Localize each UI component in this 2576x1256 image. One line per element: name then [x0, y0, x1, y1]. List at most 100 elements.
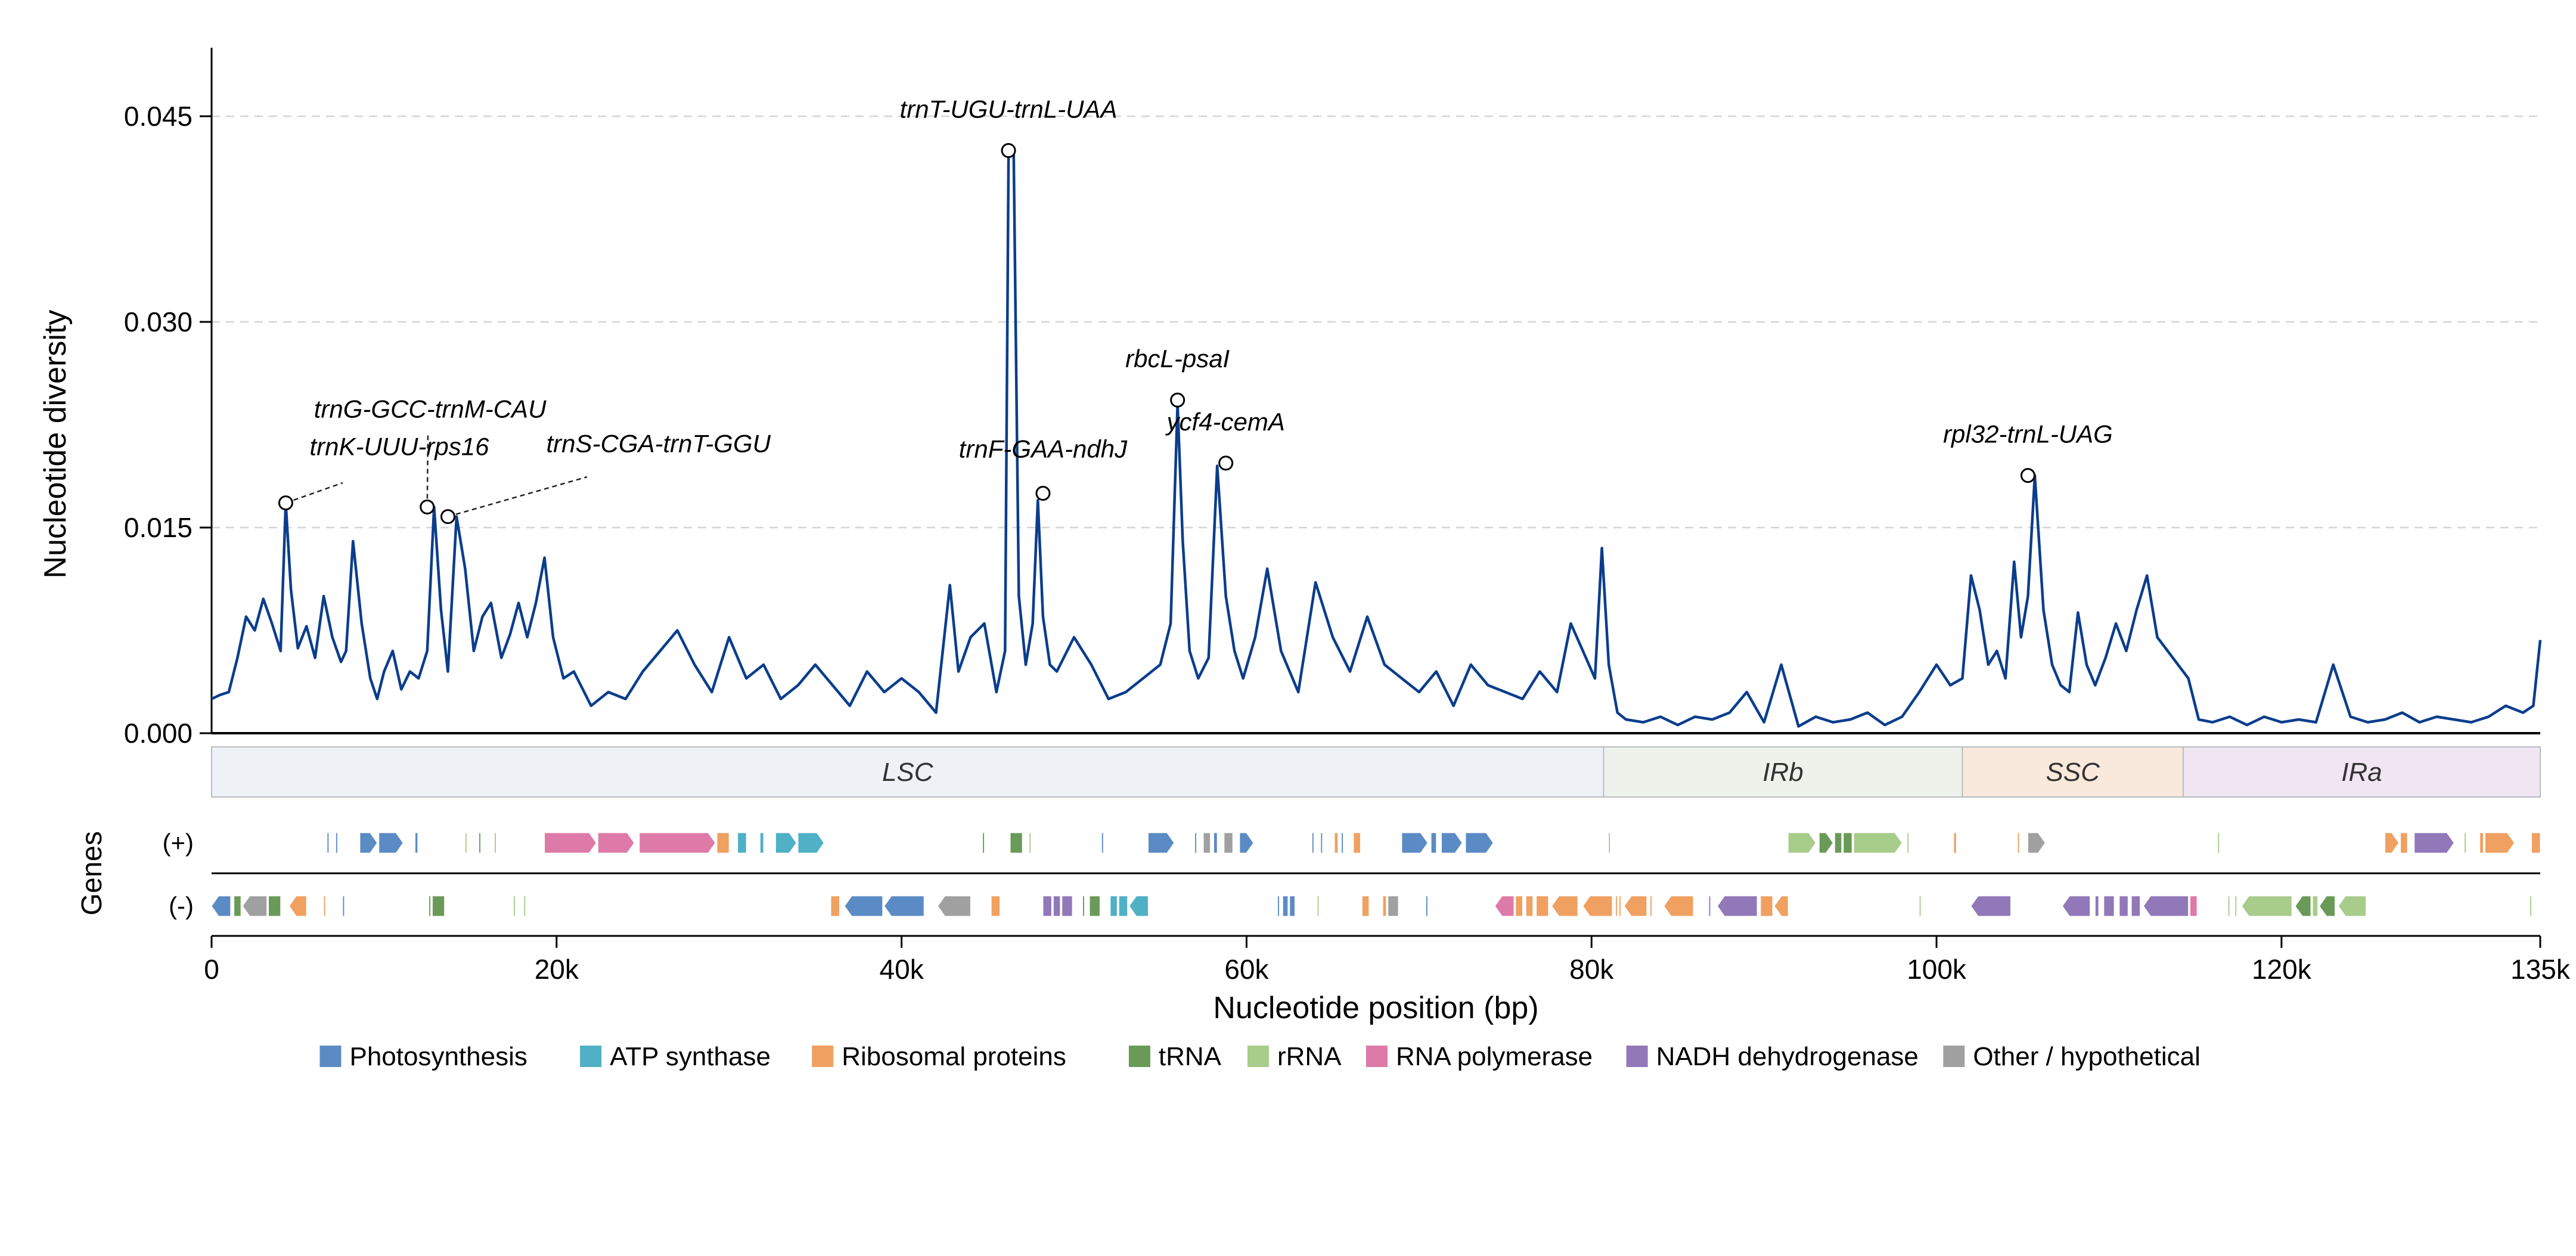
annotation-leader [448, 476, 588, 517]
gene-photosynthesis [1425, 895, 1428, 917]
peak-marker [440, 509, 455, 525]
gene-ribosomal-proteins [716, 832, 730, 854]
region-irb [1603, 746, 1963, 798]
gene-rrna [1029, 832, 1032, 854]
annotation-label: trnF-GAA-ndhJ [959, 435, 1128, 463]
gene-nadh-dehydrogenase [2062, 895, 2091, 917]
gene-photosynthesis [1239, 832, 1254, 854]
gene-photosynthesis [335, 832, 338, 854]
gene-photosynthesis [1213, 832, 1218, 854]
legend-swatch [1128, 1046, 1150, 1067]
gene-trna [2295, 895, 2311, 917]
y-tick-label: 0.030 [124, 306, 193, 337]
gene-atp-synthase [1129, 895, 1149, 917]
gene-other-hypothetical [1388, 895, 1399, 917]
strand-minus-label: (-) [169, 892, 194, 920]
gene-atp-synthase [1110, 895, 1118, 917]
legend-swatch [1247, 1046, 1269, 1067]
gene-rrna [2338, 895, 2367, 917]
gene-rrna [2234, 895, 2237, 917]
gene-trna [1089, 895, 1100, 917]
gene-ribosomal-proteins [323, 895, 326, 917]
gene-atp-synthase [1118, 895, 1128, 917]
gene-rrna [464, 832, 467, 854]
gene-nadh-dehydrogenase [2094, 895, 2099, 917]
gene-photosynthesis [1277, 895, 1280, 917]
gene-photosynthesis [844, 895, 883, 917]
peak-marker [1001, 143, 1016, 158]
gene-trna [432, 895, 445, 917]
gene-nadh-dehydrogenase [2143, 895, 2189, 917]
region-ira [2182, 746, 2541, 798]
legend-swatch [812, 1046, 834, 1067]
gene-photosynthesis [1401, 832, 1428, 854]
gene-photosynthesis [1341, 832, 1344, 854]
gene-trna [1082, 895, 1085, 917]
gene-rrna [1907, 832, 1910, 854]
x-tick-label: 100k [1907, 954, 1967, 985]
annotation-label: trnS-CGA-trnT-GGU [546, 430, 771, 458]
gene-other-hypothetical [1203, 832, 1211, 854]
annotation-leader [426, 435, 429, 507]
legend-swatch [1626, 1046, 1648, 1067]
gene-ribosomal-proteins [1353, 832, 1361, 854]
gene-ribosomal-proteins [288, 895, 307, 917]
gene-rrna [2241, 895, 2292, 917]
y-tick-label: 0.000 [124, 718, 193, 749]
gene-trna [1843, 832, 1852, 854]
x-tick-label: 135k [2510, 954, 2571, 985]
peak-marker [2020, 468, 2035, 483]
gene-ribosomal-proteins [830, 895, 840, 917]
gene-other-hypothetical [2027, 832, 2046, 854]
legend-swatch [1366, 1046, 1388, 1067]
gene-other-hypothetical [242, 895, 268, 917]
y-tick-label: 0.015 [124, 512, 193, 543]
gene-atp-synthase [775, 832, 797, 854]
strand-plus-label: (+) [163, 829, 194, 857]
annotation-label: rpl32-trnL-UAG [1943, 420, 2113, 448]
gene-trna [429, 895, 432, 917]
legend-label: RNA polymerase [1396, 1042, 1593, 1071]
gene-nadh-dehydrogenase [1042, 895, 1052, 917]
gene-rrna [513, 895, 516, 917]
gene-rrna [1317, 895, 1320, 917]
x-ticks: 0 20k 40k 60k 80k 100k 120k 135k [204, 936, 2571, 985]
gene-ribosomal-proteins [2479, 832, 2484, 854]
gene-rna-polymerase [544, 832, 597, 854]
gene-photosynthesis [1289, 895, 1295, 917]
x-tick-label: 0 [204, 954, 219, 985]
y-tick-label: 0.045 [124, 101, 193, 132]
gene-photosynthesis [342, 895, 345, 917]
gene-ribosomal-proteins [1334, 832, 1339, 854]
gene-rrna [1853, 832, 1902, 854]
legend-swatch [580, 1046, 602, 1067]
gene-trna [1010, 832, 1023, 854]
gene-photosynthesis [1282, 895, 1289, 917]
grid-lines [212, 115, 2540, 529]
gene-ribosomal-proteins [1774, 895, 1789, 917]
gene-ribosomal-proteins [2400, 832, 2408, 854]
gene-rrna [2227, 895, 2230, 917]
genes-plus-strand [327, 832, 2541, 854]
diversity-series [211, 149, 2542, 728]
peak-marker [420, 500, 435, 514]
legend-label: Photosynthesis [349, 1042, 527, 1071]
gene-trna [234, 895, 241, 917]
gene-rna-polymerase [2190, 895, 2198, 917]
legend-label: Ribosomal proteins [842, 1042, 1066, 1071]
gene-other-hypothetical [937, 895, 971, 917]
gene-ribosomal-proteins [1650, 895, 1653, 917]
peak-marker [1035, 486, 1051, 501]
gene-photosynthesis [1320, 832, 1323, 854]
gene-ribosomal-proteins [1536, 895, 1549, 917]
gene-rrna [2464, 832, 2467, 854]
gene-photosynthesis [211, 895, 231, 917]
gene-photosynthesis [415, 832, 418, 854]
legend: Photosynthesis ATP synthase Ribosomal prot… [319, 1042, 2201, 1071]
annotation-label: trnG-GCC-trnM-CAU [314, 395, 547, 423]
gene-ribosomal-proteins [1382, 895, 1387, 917]
gene-trna [982, 832, 985, 854]
gene-atp-synthase [759, 832, 764, 854]
gene-trna [1818, 832, 1834, 854]
